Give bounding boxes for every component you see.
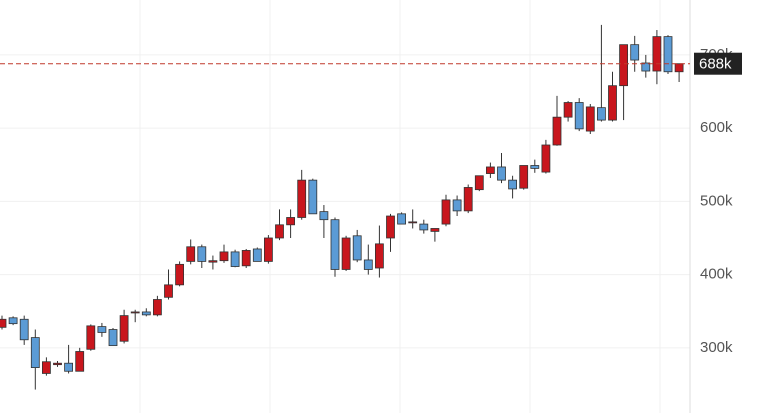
candle-body — [297, 179, 307, 218]
candle-body — [275, 224, 284, 239]
candle-body — [541, 144, 551, 173]
candle-body — [75, 351, 85, 372]
candle-body — [663, 36, 673, 73]
candle-body — [441, 199, 451, 225]
candle-body — [530, 165, 540, 169]
candle-body — [252, 248, 262, 262]
candle-body — [485, 166, 495, 174]
candle-body — [608, 85, 617, 121]
candle-body — [408, 221, 418, 224]
candle-body — [8, 317, 18, 325]
candle-body — [64, 362, 73, 372]
candle-body — [108, 329, 118, 347]
candle-body — [86, 325, 96, 350]
candle-body — [241, 250, 251, 267]
candle-body — [0, 318, 7, 328]
candle-body — [42, 361, 51, 374]
candle-body — [19, 318, 29, 341]
last-price-label: 688k — [699, 56, 732, 73]
candle-body — [341, 237, 351, 270]
y-tick-label: 500k — [700, 192, 733, 209]
candle-body — [208, 260, 218, 263]
candle-body — [641, 62, 651, 72]
y-tick-label: 300k — [700, 339, 733, 356]
candle-body — [563, 102, 573, 118]
candle-body — [519, 165, 529, 189]
candle-body — [597, 107, 606, 121]
candle-body — [141, 311, 151, 316]
candle-body — [186, 246, 196, 262]
candle-body — [652, 36, 662, 72]
candle-body — [674, 63, 684, 73]
candle-body — [419, 223, 429, 231]
candle-body — [152, 299, 162, 316]
y-tick-label: 600k — [700, 119, 733, 136]
candle-body — [308, 179, 318, 215]
candle-body — [119, 315, 129, 342]
candle-body — [430, 228, 440, 232]
candle-body — [474, 175, 484, 191]
candle-body — [397, 213, 407, 225]
candle-body — [452, 199, 462, 212]
candle-body — [508, 179, 518, 190]
candle-body — [230, 251, 240, 267]
candle-body — [619, 44, 628, 87]
candle-body — [130, 311, 140, 314]
candle-body — [175, 263, 185, 286]
candle-body — [630, 44, 640, 61]
candle-body — [497, 166, 506, 181]
candle-body — [386, 215, 395, 239]
candle-body — [219, 251, 229, 262]
candle-body — [164, 284, 173, 298]
candle-body — [352, 235, 362, 261]
candle-body — [330, 219, 340, 270]
candle-body — [574, 102, 584, 130]
candle-body — [286, 217, 296, 226]
candle-body — [374, 243, 384, 269]
candle-body — [97, 326, 107, 333]
candle-body — [30, 337, 40, 368]
last-price-box — [694, 52, 742, 75]
candle-body — [319, 211, 329, 221]
candle-body — [463, 187, 473, 212]
candle-body — [363, 259, 373, 270]
y-tick-label: 400k — [700, 266, 733, 283]
candle-body — [585, 106, 595, 132]
candle-body — [197, 246, 207, 262]
candle-body — [263, 237, 273, 262]
candle-body — [53, 362, 62, 366]
candle-body — [552, 116, 562, 146]
